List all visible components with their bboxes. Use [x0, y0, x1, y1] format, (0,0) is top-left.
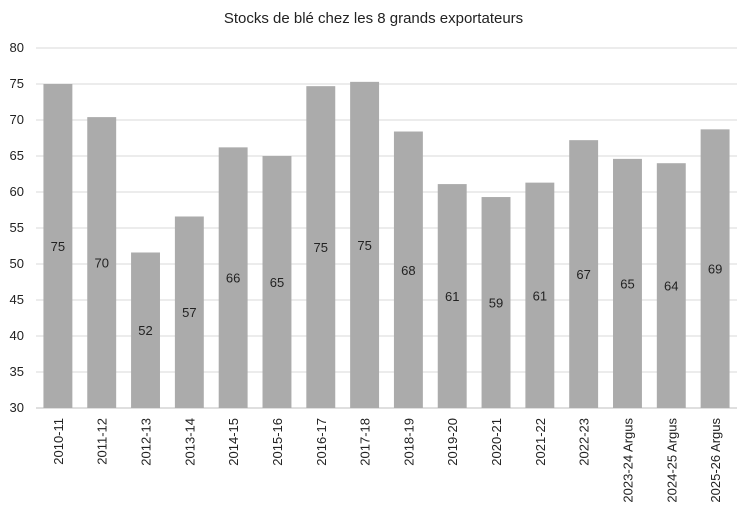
data-label: 70: [94, 256, 108, 271]
data-label: 75: [51, 239, 65, 254]
bar: [437, 184, 467, 408]
y-tick-label: 50: [10, 256, 24, 271]
x-tick-label: 2013-14: [182, 418, 197, 466]
data-label: 68: [401, 263, 415, 278]
x-tick-label: 2025-26 Argus: [708, 418, 723, 503]
y-tick-label: 80: [10, 40, 24, 55]
bar: [174, 216, 204, 408]
data-label: 52: [138, 323, 152, 338]
data-label: 65: [620, 276, 634, 291]
bar: [393, 131, 423, 408]
data-label: 75: [357, 238, 371, 253]
data-label: 66: [226, 271, 240, 286]
x-tick-label: 2018-19: [401, 418, 416, 466]
y-tick-label: 45: [10, 292, 24, 307]
x-tick-label: 2010-11: [51, 418, 66, 465]
x-tick-label: 2014-15: [226, 418, 241, 466]
y-tick-label: 35: [10, 364, 24, 379]
x-tick-label: 2016-17: [314, 418, 329, 466]
y-tick-label: 70: [10, 112, 24, 127]
bar: [656, 163, 686, 408]
y-tick-label: 30: [10, 400, 24, 415]
data-label: 64: [664, 279, 678, 294]
x-tick-label: 2021-22: [533, 418, 548, 466]
data-label: 67: [576, 267, 590, 282]
bar: [569, 140, 599, 408]
x-tick-label: 2022-23: [577, 418, 592, 466]
bar: [306, 86, 336, 408]
bar: [131, 252, 160, 408]
bar: [525, 182, 555, 408]
bar: [87, 117, 117, 409]
y-tick-label: 60: [10, 184, 24, 199]
data-label: 65: [270, 275, 284, 290]
chart-title: Stocks de blé chez les 8 grands exportat…: [223, 10, 524, 27]
bar: [43, 84, 73, 408]
y-tick-label: 65: [10, 148, 24, 163]
bar: [700, 129, 730, 409]
x-tick-label: 2015-16: [270, 418, 285, 466]
data-label: 59: [489, 296, 503, 311]
data-label: 61: [533, 288, 547, 303]
y-tick-label: 55: [10, 220, 24, 235]
x-tick-label: 2024-25 Argus: [664, 418, 679, 503]
data-label: 75: [314, 240, 328, 255]
x-tick-label: 2012-13: [139, 418, 154, 466]
bar: [613, 158, 642, 408]
x-tick-label: 2019-20: [445, 418, 460, 466]
data-label: 61: [445, 289, 459, 304]
x-tick-label: 2020-21: [489, 418, 504, 466]
x-tick-label: 2023-24 Argus: [620, 418, 635, 503]
bar: [262, 156, 292, 408]
bar: [218, 147, 248, 409]
data-label: 57: [182, 305, 196, 320]
y-tick-label: 75: [10, 76, 24, 91]
data-label: 69: [708, 262, 722, 277]
bar: [481, 197, 511, 408]
y-tick-label: 40: [10, 328, 24, 343]
x-tick-label: 2011-12: [95, 418, 110, 465]
bar: [350, 81, 380, 408]
x-tick-label: 2017-18: [358, 418, 373, 466]
